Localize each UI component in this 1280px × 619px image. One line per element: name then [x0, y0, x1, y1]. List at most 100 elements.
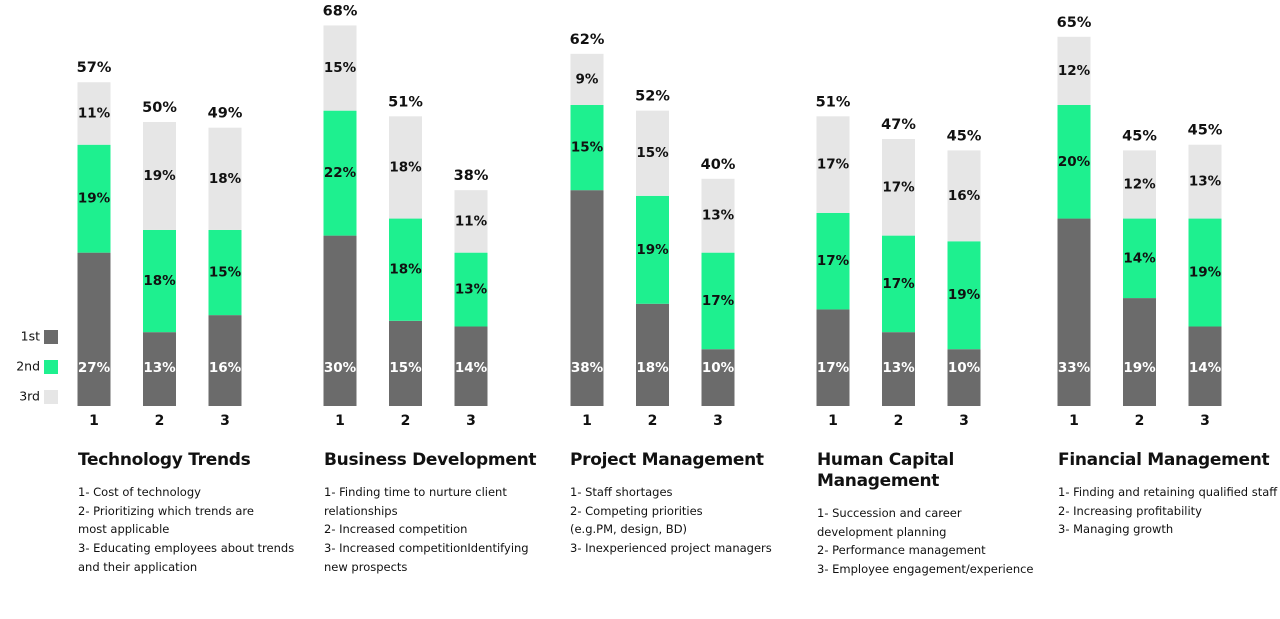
value-label: 18%	[389, 159, 422, 175]
total-label: 47%	[881, 117, 916, 133]
bar-segment	[701, 349, 735, 406]
bar-segment	[77, 82, 111, 145]
value-label: 18%	[209, 171, 242, 187]
total-label: 45%	[1188, 123, 1223, 139]
value-label: 17%	[882, 276, 915, 292]
value-label: 22%	[324, 165, 357, 181]
value-label: 13%	[455, 282, 488, 298]
description-line: 3- Increased competitionIdentifying	[324, 541, 529, 556]
value-label: 15%	[324, 60, 357, 76]
bar-segment	[77, 252, 111, 406]
legend-label: 3rd	[19, 389, 40, 404]
value-label: 17%	[817, 157, 850, 173]
total-label: 40%	[701, 157, 736, 173]
x-tick-label: 3	[713, 413, 723, 429]
value-label: 9%	[576, 71, 599, 87]
bar-segment	[816, 116, 850, 213]
description-line: 3- Employee engagement/experience	[817, 562, 1034, 577]
total-label: 38%	[454, 168, 489, 184]
value-label: 20%	[1058, 154, 1091, 170]
total-label: 68%	[323, 3, 358, 19]
description-line: 2- Prioritizing which trends are	[78, 503, 254, 518]
bar-segment	[1057, 104, 1091, 219]
value-label: 11%	[455, 213, 488, 229]
x-tick-label: 1	[828, 413, 838, 429]
bar-segment	[389, 218, 422, 321]
bar-segment	[947, 241, 981, 350]
bar-segment	[570, 190, 604, 406]
panel: Project Management 1- Staff shortages 2- C…	[570, 450, 800, 558]
description-line: 2- Increased competition	[324, 522, 468, 537]
bar-segment	[208, 229, 242, 316]
description-line: (e.g.PM, design, BD)	[570, 522, 688, 537]
total-label: 52%	[635, 89, 670, 105]
x-tick-label: 2	[155, 413, 165, 429]
value-label: 16%	[209, 360, 242, 376]
value-label: 13%	[882, 360, 915, 376]
legend-swatch	[44, 330, 58, 344]
description-line: 1- Finding and retaining qualified staff	[1058, 485, 1278, 499]
total-label: 45%	[947, 128, 982, 144]
bar-segment	[323, 25, 357, 111]
panel: Business Development 1- Finding time to n…	[324, 450, 554, 577]
description-line: 1- Staff shortages	[570, 485, 673, 499]
bar-segment	[882, 235, 915, 333]
value-label: 19%	[1189, 265, 1222, 281]
value-label: 13%	[1189, 174, 1222, 190]
description-line: relationships	[324, 503, 398, 518]
x-tick-label: 1	[89, 413, 99, 429]
bar-segment	[1057, 36, 1091, 105]
total-label: 62%	[570, 32, 605, 48]
total-label: 50%	[142, 100, 177, 116]
description-line: 3- Inexperienced project managers	[570, 541, 772, 556]
bar-segment	[1188, 218, 1222, 327]
x-tick-label: 3	[1200, 413, 1210, 429]
value-label: 19%	[1123, 360, 1156, 376]
panel: Financial Management 1- Finding and retai…	[1058, 450, 1278, 539]
bar-segment	[636, 110, 669, 196]
description-line: development planning	[817, 524, 947, 539]
bar-segment	[208, 315, 242, 406]
bar-segment	[208, 127, 242, 230]
bar-segment	[1188, 326, 1222, 406]
bar-segment	[143, 332, 176, 406]
bar-segment	[816, 212, 850, 310]
value-label: 17%	[817, 360, 850, 376]
bar-segment	[947, 349, 981, 406]
value-label: 27%	[78, 360, 111, 376]
value-label: 18%	[143, 273, 176, 289]
value-label: 19%	[636, 242, 669, 258]
value-label: 14%	[1123, 250, 1156, 266]
value-label: 19%	[948, 287, 981, 303]
panel-title: Human Capital Management	[817, 450, 955, 491]
value-label: 10%	[948, 360, 981, 376]
description-line: 1- Succession and career	[817, 506, 962, 520]
legend-label: 1st	[21, 329, 40, 344]
value-label: 11%	[78, 105, 111, 121]
value-label: 38%	[571, 360, 604, 376]
panel-title: Project Management	[570, 450, 764, 470]
value-label: 18%	[389, 262, 422, 278]
x-tick-label: 2	[401, 413, 411, 429]
bar-segment	[143, 229, 176, 333]
bar-segment	[389, 116, 422, 219]
value-label: 10%	[702, 360, 735, 376]
x-tick-label: 1	[1069, 413, 1079, 429]
value-label: 15%	[389, 360, 422, 376]
x-tick-label: 3	[220, 413, 230, 429]
description-line: most applicable	[78, 522, 170, 537]
value-label: 15%	[209, 265, 242, 281]
legend-label: 2nd	[16, 359, 40, 374]
bar-segment	[323, 235, 357, 406]
total-label: 57%	[77, 60, 112, 76]
bar-segment	[454, 326, 488, 406]
bar-segment	[701, 178, 735, 253]
x-tick-label: 3	[466, 413, 476, 429]
description-line: 1- Cost of technology	[78, 485, 201, 499]
bar-segment	[947, 150, 981, 242]
bar-segment	[77, 144, 111, 253]
description-line: 1- Finding time to nurture client	[324, 485, 507, 499]
description-line: 3- Managing growth	[1058, 522, 1174, 537]
bar-segment	[323, 110, 357, 236]
panel-title: Business Development	[324, 450, 537, 470]
